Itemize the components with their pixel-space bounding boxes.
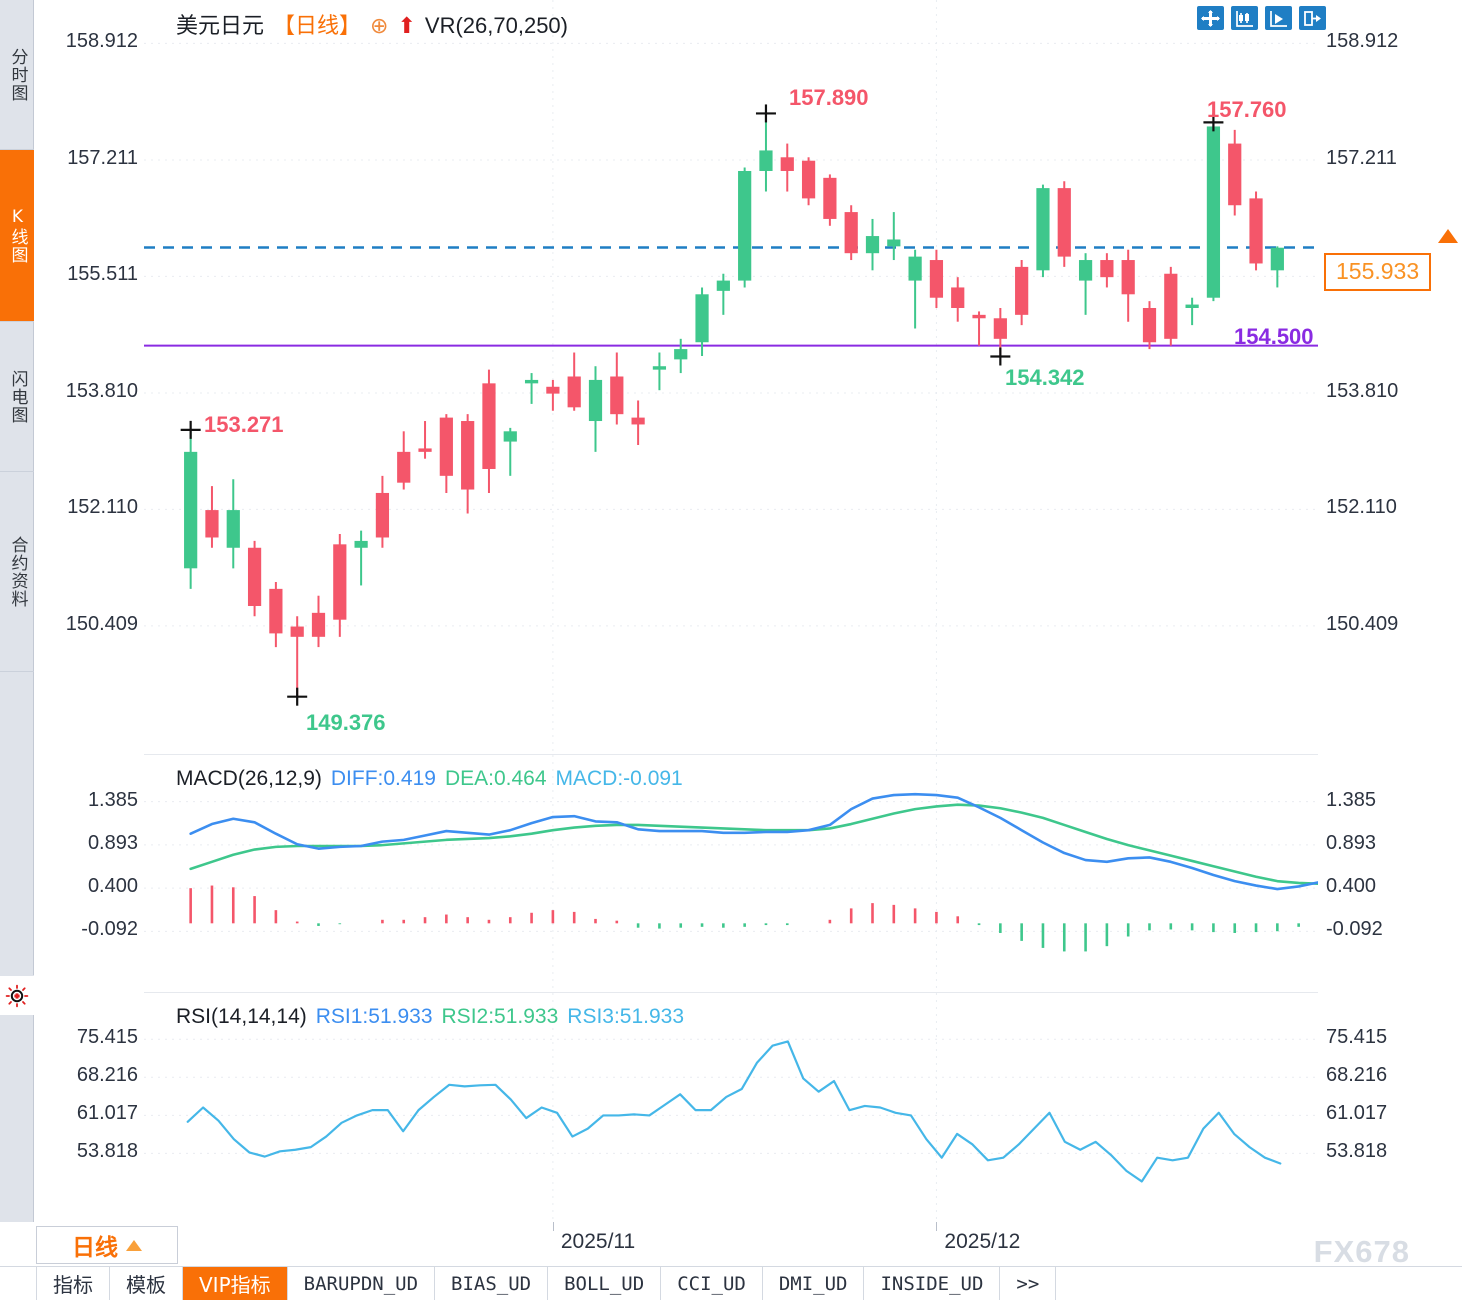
indicator-tabbar[interactable]: 指标 模板 VIP指标 BARUPDN_UD BIAS_UD BOLL_UD CCI_UD D… xyxy=(0,1266,1462,1300)
sidebar-item-lightning-label: 闪电图 xyxy=(7,369,28,424)
left-sidebar: 分时图 K线图闪电图合约资料 xyxy=(0,0,34,1222)
macd-tick-left: 1.385 xyxy=(87,788,138,811)
alert-sun-icon[interactable] xyxy=(0,975,34,1015)
chart-plot-area[interactable]: 美元日元 【日线】 ⊕ ⬆ VR(26,70,250) MACD(26,12,9) DIF… xyxy=(144,0,1318,1222)
sidebar-item-timeshare[interactable]: 分时图 xyxy=(0,0,34,150)
tab-vip[interactable]: VIP指标 xyxy=(183,1267,288,1300)
rsi-tick-left: 68.216 xyxy=(76,1064,138,1087)
chart-compare-icon[interactable] xyxy=(1231,6,1258,30)
macd-tick-right: 0.400 xyxy=(1326,875,1377,898)
period-selector[interactable]: 日线 xyxy=(36,1226,178,1264)
tab-boll_ud[interactable]: BOLL_UD xyxy=(548,1267,662,1300)
crosshair-move-icon[interactable] xyxy=(1197,6,1224,30)
tab-dmi_ud[interactable]: DMI_UD xyxy=(763,1267,865,1300)
tab-label: BIAS_UD xyxy=(451,1272,532,1295)
rsi-tick-left: 61.017 xyxy=(76,1102,138,1125)
last-price-tag[interactable]: 155.933 xyxy=(1324,253,1432,291)
tab-[interactable]: >> xyxy=(1000,1267,1057,1300)
sidebar-item-lightning[interactable]: 闪电图 xyxy=(0,322,34,472)
price-tick-left: 158.912 xyxy=(65,30,138,53)
macd-panel[interactable]: MACD(26,12,9) DIFF:0.419 DEA:0.464 MACD:-0.… xyxy=(144,755,1318,993)
sidebar-item-contract-info-label: 合约资料 xyxy=(7,535,28,608)
time-axis-tick xyxy=(936,1222,938,1231)
price-panel[interactable]: 美元日元 【日线】 ⊕ ⬆ VR(26,70,250) xyxy=(144,0,1318,755)
tab-label: CCI_UD xyxy=(677,1272,746,1295)
macd-tick-right: 1.385 xyxy=(1326,788,1377,811)
price-tick-left: 153.810 xyxy=(65,379,138,402)
tab-label: BARUPDN_UD xyxy=(303,1272,419,1295)
macd-tick-left: 0.400 xyxy=(87,875,138,898)
rsi-panel[interactable]: RSI(14,14,14) RSI1:51.933 RSI2:51.933 RSI3:… xyxy=(144,993,1318,1222)
tab-label: INSIDE_UD xyxy=(880,1272,984,1295)
price-tick-left: 155.511 xyxy=(67,263,138,286)
price-tick-left: 157.211 xyxy=(67,146,138,169)
price-tick-right: 153.810 xyxy=(1326,379,1399,402)
tab-inside_ud[interactable]: INSIDE_UD xyxy=(864,1267,1001,1300)
watermark: FX678 xyxy=(1313,1234,1410,1269)
caret-up-icon xyxy=(126,1239,142,1251)
macd-tick-left: 0.893 xyxy=(87,831,138,854)
tab-label: DMI_UD xyxy=(778,1272,848,1295)
tab-barupdn_ud[interactable]: BARUPDN_UD xyxy=(288,1267,436,1300)
rsi-tick-left: 75.415 xyxy=(76,1026,138,1049)
price-axis-left: 158.912 157.211 155.511 153.810 152.110 150.4… xyxy=(34,0,144,1222)
rsi-tick-right: 61.017 xyxy=(1326,1102,1388,1125)
tab-[interactable]: 模板 xyxy=(110,1267,183,1300)
tab-cci_ud[interactable]: CCI_UD xyxy=(661,1267,763,1300)
sidebar-item-contract-info[interactable]: 合约资料 xyxy=(0,472,34,672)
sidebar-item-candlestick-label: K线图 xyxy=(7,207,28,264)
sidebar-item-candlestick[interactable]: K线图 xyxy=(0,150,34,322)
rsi-tick-right: 75.415 xyxy=(1326,1026,1388,1049)
period-selector-label: 日线 xyxy=(72,1235,118,1261)
last-price-arrow-icon xyxy=(1438,229,1458,243)
chart-toolbar[interactable] xyxy=(1197,6,1326,30)
macd-tick-left: -0.092 xyxy=(81,918,138,941)
rsi-tick-right: 68.216 xyxy=(1326,1064,1388,1087)
tab-label: 指标 xyxy=(53,1273,93,1297)
time-axis-tick xyxy=(552,1222,554,1231)
tab-[interactable]: 指标 xyxy=(36,1267,110,1300)
tab-label: BOLL_UD xyxy=(564,1272,645,1295)
chart-measure-icon[interactable] xyxy=(1265,6,1292,30)
tab-label: >> xyxy=(1016,1272,1040,1295)
time-axis-label: 2025/11 xyxy=(560,1230,636,1253)
price-tick-right: 152.110 xyxy=(1326,496,1397,519)
tab-label: 模板 xyxy=(126,1273,166,1297)
tab-bias_ud[interactable]: BIAS_UD xyxy=(435,1267,549,1300)
tab-label: VIP指标 xyxy=(199,1273,271,1297)
price-axis-right: 158.912157.211155.511153.810152.110150.4… xyxy=(1318,0,1462,1222)
rsi-tick-left: 53.818 xyxy=(76,1140,138,1163)
macd-tick-right: 0.893 xyxy=(1326,831,1377,854)
chart-expand-icon[interactable] xyxy=(1299,6,1326,30)
time-axis: 2025/11 2025/12 xyxy=(144,1222,1318,1266)
rsi-tick-right: 53.818 xyxy=(1326,1140,1388,1163)
price-tick-right: 158.912 xyxy=(1326,30,1399,53)
price-tick-right: 157.211 xyxy=(1326,146,1397,169)
time-axis-label: 2025/12 xyxy=(944,1230,1021,1253)
macd-tick-right: -0.092 xyxy=(1326,918,1383,941)
price-tick-left: 150.409 xyxy=(65,612,138,635)
price-tick-right: 150.409 xyxy=(1326,612,1399,635)
sidebar-item-timeshare-label: 分时图 xyxy=(7,47,28,102)
price-tick-left: 152.110 xyxy=(67,496,138,519)
